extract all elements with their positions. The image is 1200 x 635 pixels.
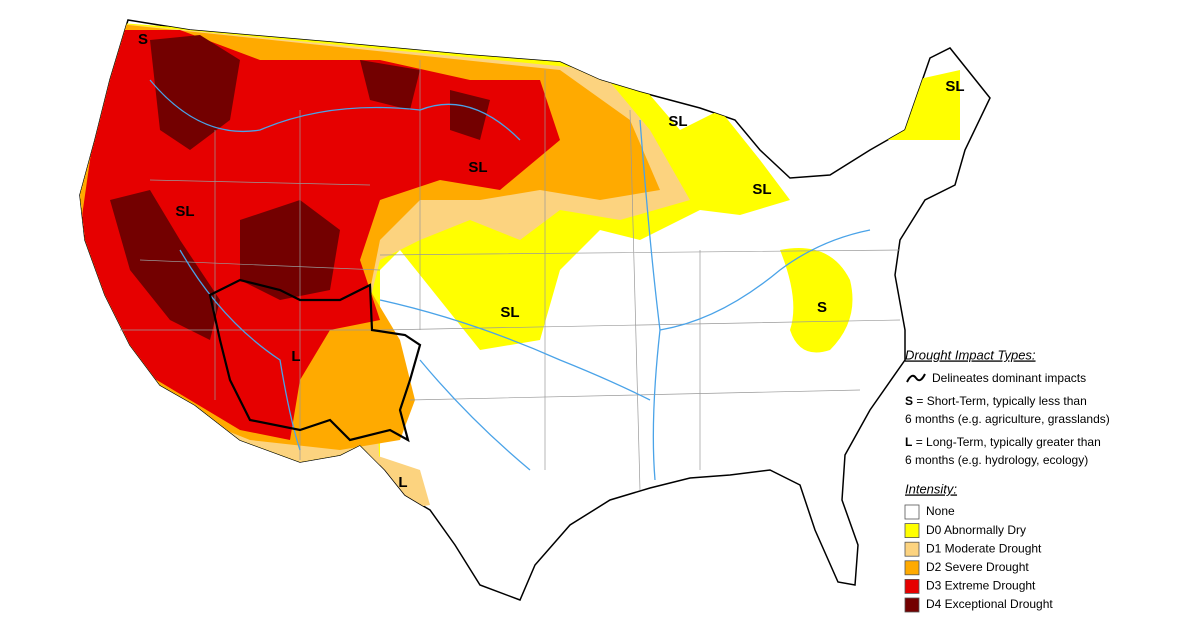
impact-label: SL	[668, 113, 687, 130]
impact-label: SL	[945, 78, 964, 95]
legend-label: D4 Exceptional Drought	[926, 597, 1053, 611]
drought-area	[780, 248, 853, 353]
impact-label: SL	[468, 159, 487, 176]
drought-area	[360, 60, 420, 110]
impact-label: S	[817, 299, 827, 316]
impact-label: S	[138, 31, 148, 48]
drought-area	[110, 190, 220, 340]
legend-swatch	[904, 560, 920, 576]
drought-areas	[80, 20, 960, 510]
impact-boundary	[208, 278, 422, 443]
legend-label: D2 Severe Drought	[926, 560, 1029, 574]
rivers	[149, 79, 871, 481]
state-lines	[120, 60, 901, 491]
impact-label: L	[291, 348, 300, 365]
boundary-icon	[906, 373, 926, 383]
legend-label: D0 Abnormally Dry	[926, 523, 1026, 537]
legend-swatch	[904, 523, 920, 538]
impact-label: SL	[175, 203, 194, 220]
short-term-line: S = Short-Term, typically less than	[905, 394, 1087, 408]
long-key: L	[905, 435, 912, 449]
legend-label: None	[926, 504, 955, 518]
impact-label: SL	[500, 304, 519, 321]
impact-label: L	[398, 474, 407, 491]
legend-swatch	[904, 579, 920, 594]
drought-area	[150, 35, 240, 150]
short-key: S	[905, 394, 913, 408]
long-term-line2: 6 months (e.g. hydrology, ecology)	[905, 453, 1088, 467]
legend-label: D3 Extreme Drought	[926, 579, 1036, 593]
short-text: = Short-Term, typically less than	[916, 394, 1086, 408]
short-term-line2: 6 months (e.g. agriculture, grasslands)	[905, 412, 1110, 426]
long-term-line: L = Long-Term, typically greater than	[905, 435, 1101, 449]
legend-swatch	[904, 597, 920, 613]
legend-swatch	[904, 541, 920, 557]
impact-title: Drought Impact Types:	[905, 347, 1036, 362]
legend-label: D1 Moderate Drought	[926, 541, 1042, 555]
intensity-title: Intensity:	[905, 481, 957, 496]
legend-swatch	[904, 504, 920, 520]
impact-label: SL	[752, 181, 771, 198]
drought-area	[450, 90, 490, 140]
drought-area	[240, 200, 340, 300]
long-text: = Long-Term, typically greater than	[916, 435, 1101, 449]
delineates-text: Delineates dominant impacts	[932, 371, 1086, 385]
intensity-legend: None D0 Abnormally Dry D1 Moderate Drought…	[904, 504, 1053, 613]
